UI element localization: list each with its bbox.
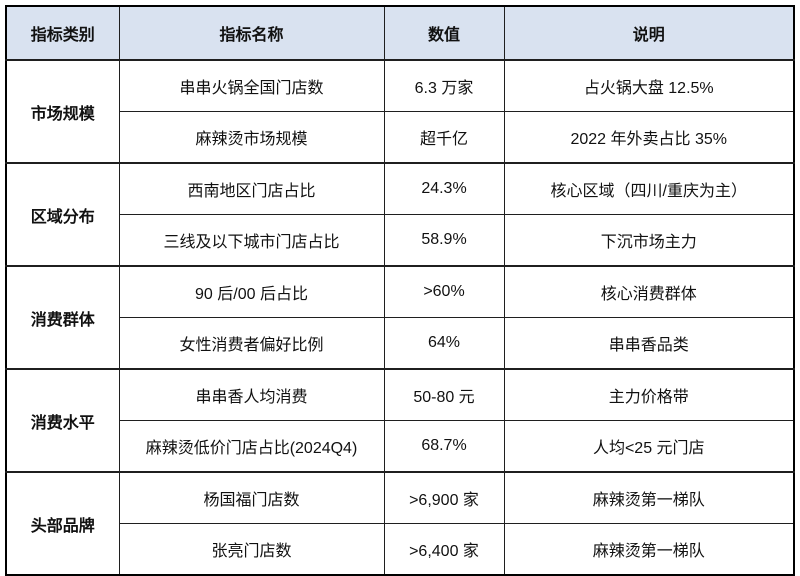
metric-value-cell: 50-80 元 <box>383 368 505 421</box>
metric-name-cell: 串串火锅全国门店数 <box>118 59 385 112</box>
metric-name-cell: 三线及以下城市门店占比 <box>118 214 385 267</box>
column-header-name: 指标名称 <box>118 5 385 61</box>
table-row: 女性消费者偏好比例 64% 串串香品类 <box>6 317 795 370</box>
metric-name-cell: 90 后/00 后占比 <box>118 265 385 318</box>
table-row: 消费群体 90 后/00 后占比 >60% 核心消费群体 <box>5 265 795 370</box>
table-row: 张亮门店数 >6,400 家 麻辣烫第一梯队 <box>6 523 795 576</box>
metric-note-cell: 麻辣烫第一梯队 <box>503 523 795 576</box>
metric-value-cell: >6,900 家 <box>383 471 505 524</box>
category-cell: 消费水平 <box>5 368 120 473</box>
header-row: 指标类别 指标名称 数值 说明 <box>5 5 795 61</box>
metric-value-cell: 58.9% <box>383 214 505 267</box>
metric-name-cell: 杨国福门店数 <box>118 471 385 524</box>
category-cell: 市场规模 <box>5 59 120 164</box>
metric-name-cell: 串串香人均消费 <box>118 368 385 421</box>
metric-name-cell: 女性消费者偏好比例 <box>118 317 385 370</box>
category-cell: 头部品牌 <box>5 471 120 576</box>
column-header-note: 说明 <box>503 5 795 61</box>
metric-note-cell: 核心区域（四川/重庆为主） <box>503 162 795 215</box>
table-row: 市场规模 串串火锅全国门店数 6.3 万家 占火锅大盘 12.5% <box>5 59 795 164</box>
metric-value-cell: 24.3% <box>383 162 505 215</box>
table-row: 区域分布 西南地区门店占比 24.3% 核心区域（四川/重庆为主） <box>5 162 795 267</box>
column-header-value: 数值 <box>383 5 505 61</box>
table-row: 三线及以下城市门店占比 58.9% 下沉市场主力 <box>6 214 795 267</box>
metric-note-cell: 占火锅大盘 12.5% <box>503 59 795 112</box>
metric-value-cell: 超千亿 <box>383 111 505 164</box>
metric-value-cell: >60% <box>383 265 505 318</box>
metric-value-cell: 68.7% <box>383 420 505 473</box>
category-cell: 区域分布 <box>5 162 120 267</box>
metric-note-cell: 核心消费群体 <box>503 265 795 318</box>
metric-note-cell: 2022 年外卖占比 35% <box>503 111 795 164</box>
category-cell: 消费群体 <box>5 265 120 370</box>
table-row: 头部品牌 杨国福门店数 >6,900 家 麻辣烫第一梯队 <box>5 471 795 576</box>
metric-name-cell: 麻辣烫市场规模 <box>118 111 385 164</box>
metric-value-cell: 64% <box>383 317 505 370</box>
table-row: 消费水平 串串香人均消费 50-80 元 主力价格带 <box>5 368 795 473</box>
metric-name-cell: 张亮门店数 <box>118 523 385 576</box>
table-row: 麻辣烫低价门店占比(2024Q4) 68.7% 人均<25 元门店 <box>6 420 795 473</box>
metric-note-cell: 下沉市场主力 <box>503 214 795 267</box>
metrics-table: 指标类别 指标名称 数值 说明 市场规模 串串火锅全国门店数 6.3 万家 占火… <box>5 5 795 576</box>
column-header-category: 指标类别 <box>5 5 120 61</box>
metric-note-cell: 主力价格带 <box>503 368 795 421</box>
metric-name-cell: 麻辣烫低价门店占比(2024Q4) <box>118 420 385 473</box>
metric-value-cell: >6,400 家 <box>383 523 505 576</box>
metric-note-cell: 麻辣烫第一梯队 <box>503 471 795 524</box>
metric-value-cell: 6.3 万家 <box>383 59 505 112</box>
metric-name-cell: 西南地区门店占比 <box>118 162 385 215</box>
table-row: 麻辣烫市场规模 超千亿 2022 年外卖占比 35% <box>6 111 795 164</box>
metric-note-cell: 串串香品类 <box>503 317 795 370</box>
metric-note-cell: 人均<25 元门店 <box>503 420 795 473</box>
page: 指标类别 指标名称 数值 说明 市场规模 串串火锅全国门店数 6.3 万家 占火… <box>5 5 795 576</box>
